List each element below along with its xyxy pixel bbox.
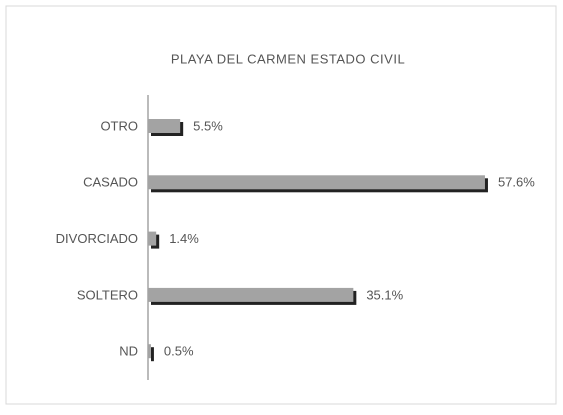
- bar: [148, 344, 151, 359]
- bar: [148, 119, 181, 133]
- bar: [148, 287, 354, 302]
- bar-shadow: [151, 347, 154, 362]
- data-label: 0.5%: [164, 344, 194, 359]
- bar: [148, 231, 157, 246]
- data-label: 57.6%: [498, 175, 535, 190]
- chart-title: PLAYA DEL CARMEN ESTADO CIVIL: [171, 51, 405, 66]
- category-label: CASADO: [83, 175, 138, 190]
- bar: [148, 175, 485, 190]
- category-label: SOLTERO: [77, 287, 138, 302]
- data-label: 35.1%: [366, 287, 403, 302]
- category-label: DIVORCIADO: [56, 231, 138, 246]
- data-label: 5.5%: [193, 118, 223, 133]
- category-label: OTRO: [100, 118, 138, 133]
- chart-frame: [5, 5, 557, 405]
- data-label: 1.4%: [169, 231, 199, 246]
- category-label: ND: [119, 344, 138, 359]
